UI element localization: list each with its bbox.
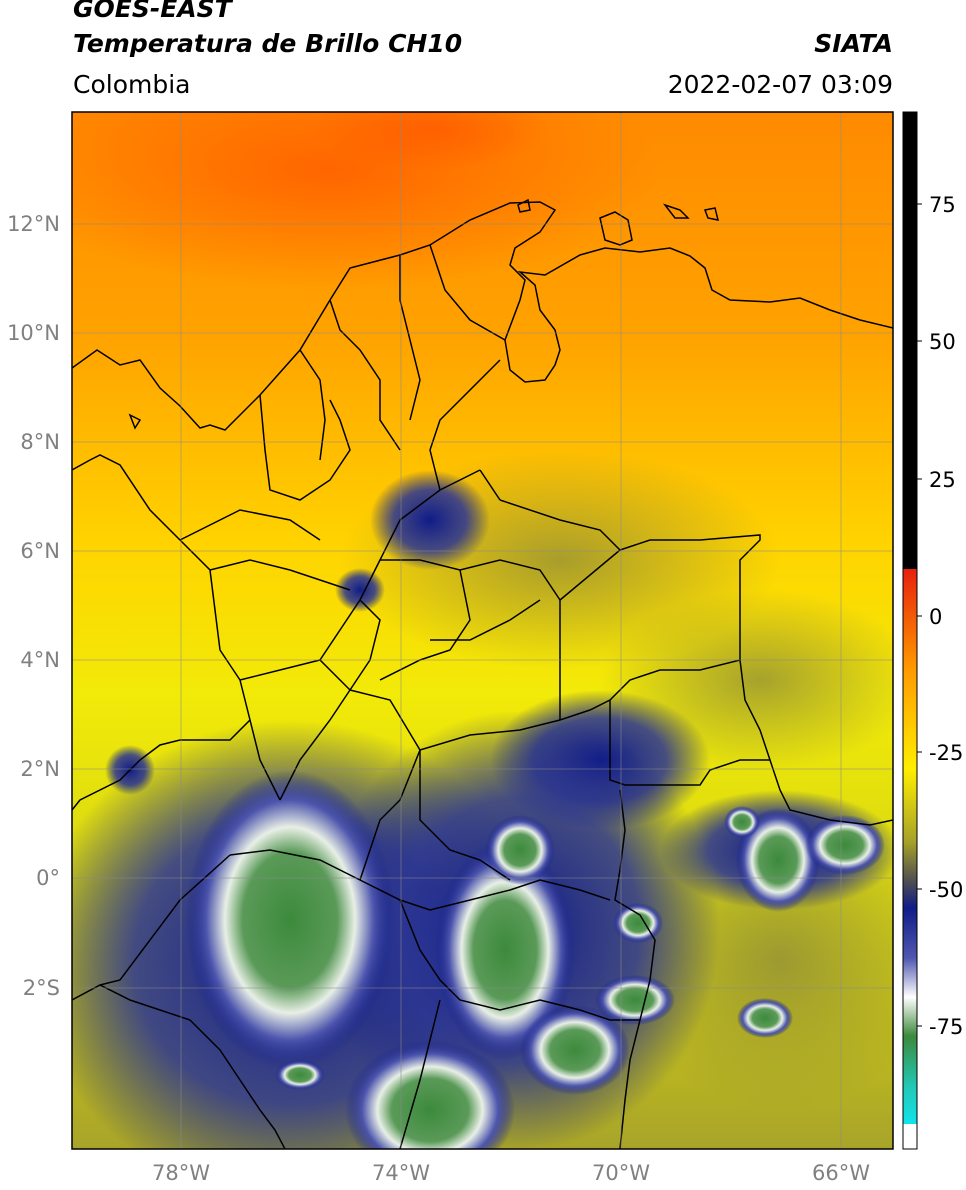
colorbar-tick-25: 25 [929, 468, 956, 492]
satellite-image [72, 112, 893, 1149]
colorbar-tick-minus-75: -75 [929, 1015, 963, 1039]
lat-label-6n: 6°N [20, 539, 60, 563]
region-label: Colombia [73, 70, 191, 99]
lat-label-12n: 12°N [7, 212, 60, 236]
longitude-labels: 78°W 74°W 70°W 66°W [152, 1161, 870, 1185]
lon-label-74w: 74°W [372, 1161, 430, 1185]
colorbar-black-segment [903, 112, 917, 570]
colorbar-frame [902, 111, 918, 1150]
colorbar-tick-minus-25: -25 [929, 741, 963, 765]
latitude-labels: 12°N 10°N 8°N 6°N 4°N 2°N 0° 2°S [7, 212, 60, 1000]
lat-label-10n: 10°N [7, 321, 60, 345]
colorbar: 75 50 25 0 -25 -50 -75 [902, 111, 963, 1150]
colorbar-tick-0: 0 [929, 605, 942, 629]
colorbar-tick-minus-50: -50 [929, 878, 963, 902]
lat-label-2s: 2°S [23, 976, 60, 1000]
map-frame [71, 111, 894, 1150]
lat-label-4n: 4°N [20, 648, 60, 672]
lon-label-66w: 66°W [812, 1161, 870, 1185]
lat-label-8n: 8°N [20, 430, 60, 454]
satellite-title: GOES-EAST [73, 0, 232, 23]
product-title: Temperatura de Brillo CH10 [73, 29, 463, 58]
colorbar-tick-75: 75 [929, 193, 956, 217]
graticule [72, 112, 893, 1149]
boundaries [72, 198, 893, 1149]
lon-label-78w: 78°W [152, 1161, 210, 1185]
agency-label: SIATA [814, 29, 893, 58]
lon-label-70w: 70°W [592, 1161, 650, 1185]
datetime-label: 2022-02-07 03:09 [667, 70, 893, 99]
colorbar-white-segment [903, 1124, 917, 1149]
lat-label-0: 0° [36, 866, 60, 890]
lat-label-2n: 2°N [20, 757, 60, 781]
colorbar-gradient [903, 569, 917, 1125]
colorbar-tick-50: 50 [929, 330, 956, 354]
